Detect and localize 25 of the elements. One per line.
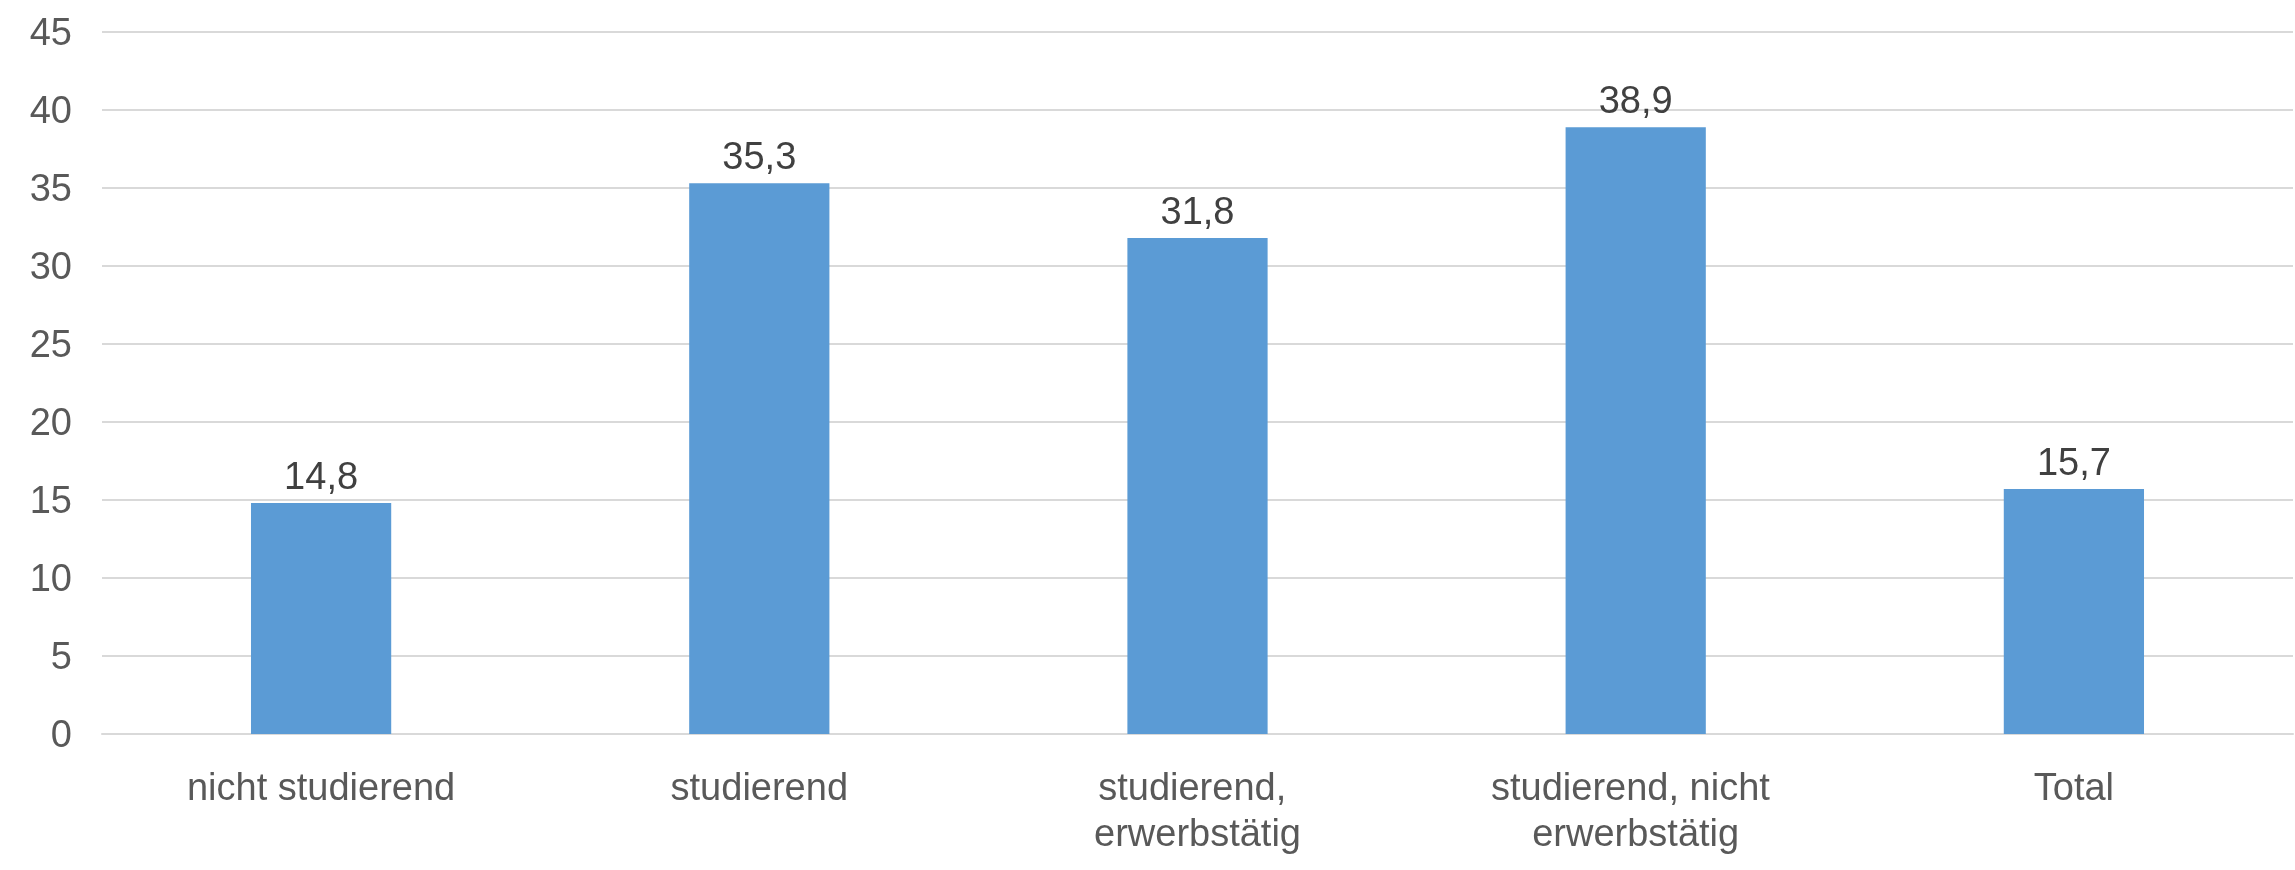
bar <box>1565 127 1706 734</box>
bar <box>1127 237 1268 734</box>
y-tick-label: 30 <box>29 245 72 287</box>
bar <box>689 183 830 734</box>
bar <box>250 503 392 734</box>
y-tick-label: 45 <box>29 11 72 53</box>
x-tick-label: studierend, erwerbstätig <box>1094 766 1301 854</box>
y-tick-label: 35 <box>29 167 72 209</box>
y-tick-label: 25 <box>29 323 72 365</box>
y-tick-label: 10 <box>29 557 72 599</box>
y-tick-label: 15 <box>29 479 72 521</box>
data-label: 14,8 <box>284 455 359 498</box>
bar <box>2003 489 2145 734</box>
data-label: 38,9 <box>1598 79 1673 122</box>
y-tick-label: 0 <box>50 713 72 755</box>
data-label: 15,7 <box>2036 441 2111 484</box>
x-tick-label: studierend <box>670 766 849 808</box>
x-tick-label: Total <box>2033 766 2115 808</box>
y-tick-label: 5 <box>50 635 72 677</box>
x-tick-label: nicht studierend <box>186 766 456 808</box>
y-tick-label: 40 <box>29 89 72 131</box>
data-label: 31,8 <box>1160 189 1235 232</box>
x-tick-label: studierend, nicht erwerbstätig <box>1491 766 1781 854</box>
data-label: 35,3 <box>722 135 797 178</box>
y-tick-label: 20 <box>29 401 72 443</box>
